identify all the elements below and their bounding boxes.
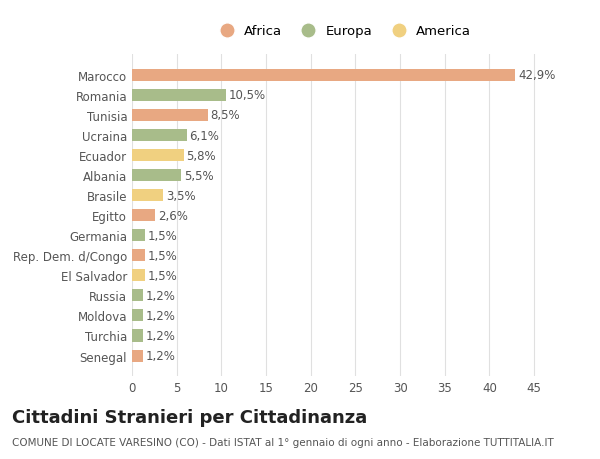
Bar [132,70,515,82]
Text: 10,5%: 10,5% [229,89,266,102]
Text: 2,6%: 2,6% [158,209,188,222]
Text: 1,5%: 1,5% [148,249,178,262]
Bar [132,130,187,142]
Text: 5,8%: 5,8% [187,149,216,162]
Bar [132,330,143,342]
Bar [132,350,143,362]
Bar [132,290,143,302]
Text: 1,2%: 1,2% [145,289,175,302]
Bar [132,110,208,122]
Text: 6,1%: 6,1% [189,129,219,142]
Bar [132,170,181,182]
Text: 8,5%: 8,5% [211,109,240,122]
Text: 5,5%: 5,5% [184,169,214,182]
Bar [132,270,145,282]
Text: COMUNE DI LOCATE VARESINO (CO) - Dati ISTAT al 1° gennaio di ogni anno - Elabora: COMUNE DI LOCATE VARESINO (CO) - Dati IS… [12,437,554,447]
Bar [132,230,145,242]
Text: 1,5%: 1,5% [148,229,178,242]
Text: 1,5%: 1,5% [148,269,178,282]
Text: 42,9%: 42,9% [518,69,556,82]
Text: 1,2%: 1,2% [145,309,175,322]
Text: Cittadini Stranieri per Cittadinanza: Cittadini Stranieri per Cittadinanza [12,409,367,426]
Bar [132,90,226,102]
Text: 1,2%: 1,2% [145,329,175,342]
Bar [132,210,155,222]
Bar [132,250,145,262]
Bar [132,150,184,162]
Bar [132,190,163,202]
Text: 1,2%: 1,2% [145,349,175,362]
Legend: Africa, Europa, America: Africa, Europa, America [208,20,476,44]
Bar [132,310,143,322]
Text: 3,5%: 3,5% [166,189,196,202]
